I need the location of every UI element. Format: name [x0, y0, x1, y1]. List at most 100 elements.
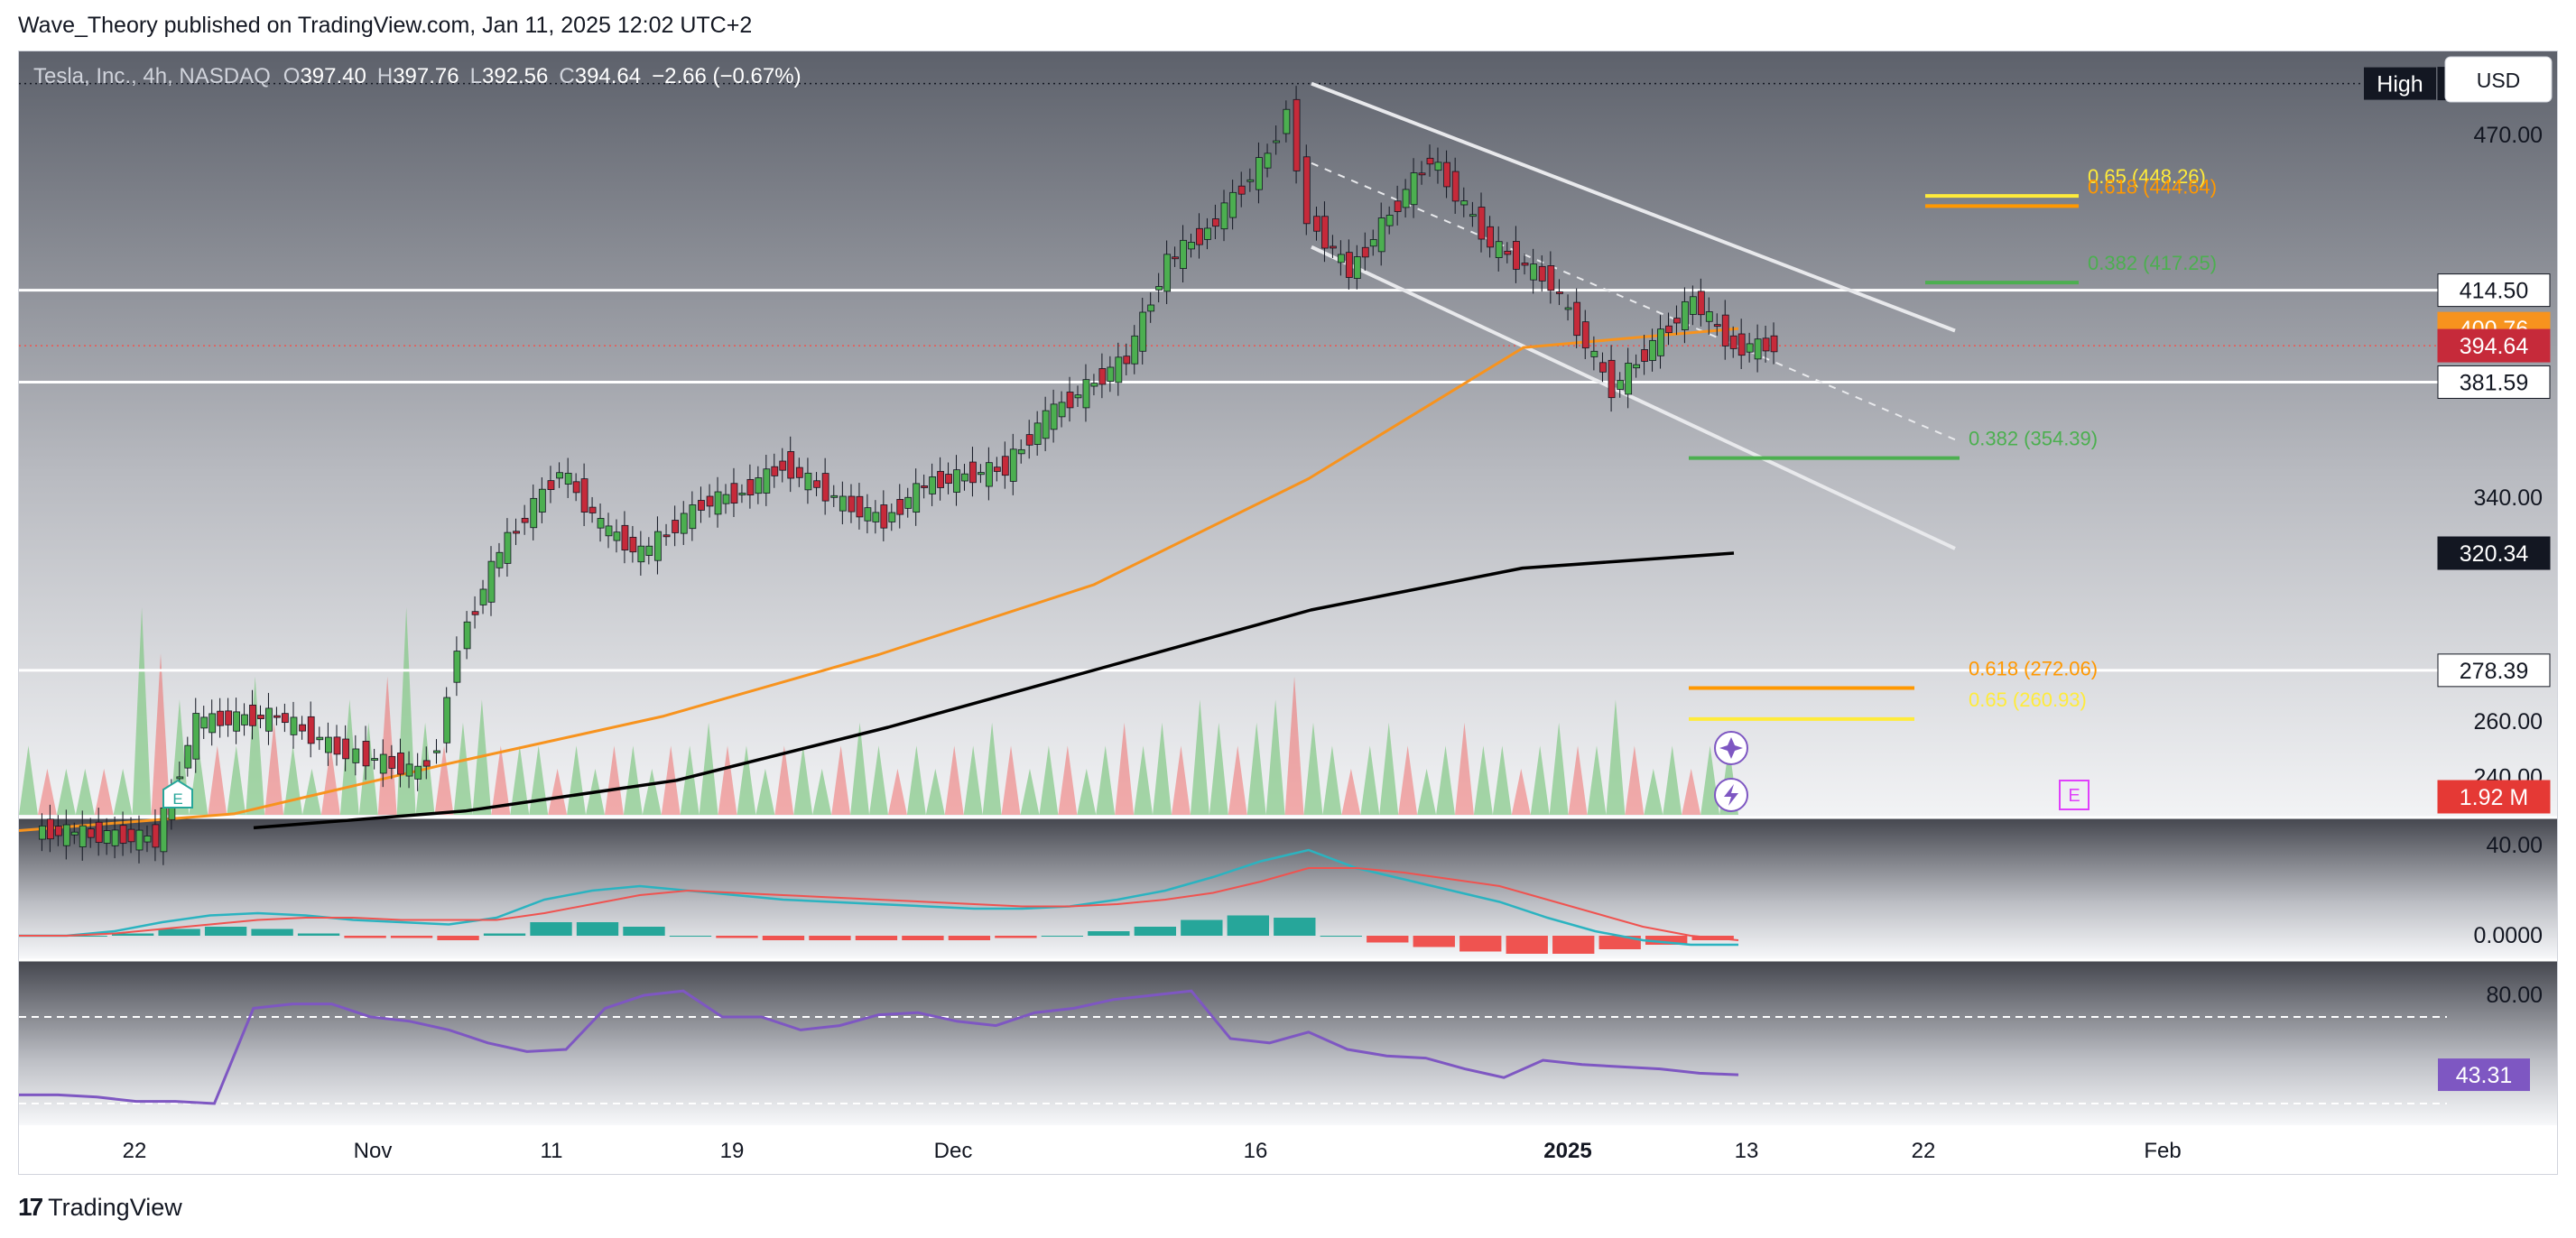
- symbol-info: Tesla, Inc., 4h, NASDAQ O397.40 H397.76 L39…: [33, 64, 802, 88]
- earnings-upcoming-icon[interactable]: E: [2059, 780, 2090, 810]
- candle: [152, 824, 160, 848]
- volume-bar: [1398, 745, 1418, 815]
- candle: [961, 473, 968, 482]
- volume-bar: [737, 745, 756, 815]
- candle: [1581, 321, 1589, 349]
- candle: [856, 495, 864, 518]
- volume-bar: [510, 745, 530, 815]
- volume-bar: [1587, 745, 1607, 815]
- candle: [1754, 338, 1762, 360]
- candle: [184, 744, 192, 769]
- volume-bar: [1530, 745, 1550, 815]
- candle: [580, 478, 588, 513]
- news-icon[interactable]: [1714, 731, 1748, 765]
- volume-bar: [831, 745, 851, 815]
- candle: [937, 470, 944, 488]
- candle: [217, 710, 225, 726]
- price-label-value: 278.39: [2460, 659, 2528, 684]
- candle: [307, 716, 315, 744]
- candle: [453, 651, 461, 683]
- chart-svg[interactable]: 0.65 (448.26)0.618 (444.64) 0.382 (417.25…: [18, 51, 2557, 1174]
- x-tick-label: 19: [720, 1139, 745, 1163]
- candle: [1504, 251, 1512, 255]
- candle: [1625, 363, 1633, 395]
- x-tick-label: Feb: [2144, 1139, 2181, 1163]
- volume-bar: [1096, 745, 1116, 815]
- candle: [1066, 392, 1074, 409]
- candle: [547, 480, 555, 491]
- candle: [1721, 314, 1729, 346]
- macd-histogram-bar: [65, 936, 107, 937]
- candle: [663, 534, 671, 538]
- candle: [945, 474, 952, 485]
- volume-bar: [1115, 722, 1135, 815]
- tradingview-logo[interactable]: 17 TradingView: [18, 1193, 182, 1222]
- candle: [1001, 456, 1009, 476]
- candle: [564, 473, 572, 485]
- macd-histogram-bar: [855, 936, 898, 940]
- candle: [921, 485, 929, 488]
- candle: [1657, 328, 1664, 356]
- volume-bar: [94, 768, 114, 815]
- volume-bar: [1511, 768, 1531, 815]
- volume-bar: [1492, 745, 1512, 815]
- candle: [208, 713, 217, 734]
- candle: [333, 736, 341, 755]
- volume-bar: [1663, 745, 1682, 815]
- candle: [597, 518, 605, 529]
- macd-histogram-bar: [948, 936, 991, 940]
- candle: [1713, 324, 1721, 328]
- candle: [621, 524, 629, 551]
- price-label-box: [2437, 328, 2551, 363]
- candle: [755, 477, 763, 494]
- candle: [1385, 215, 1394, 226]
- svg-text:E: E: [2068, 786, 2080, 806]
- fib-level-label: 0.618 (444.64): [2088, 175, 2217, 198]
- x-axis: 22 Nov 11 19 Dec 16 2025 13 22 Feb: [123, 1139, 2182, 1163]
- high-label-text: High: [2377, 72, 2423, 97]
- macd-histogram-bar: [902, 936, 944, 940]
- volume-bar: [1077, 768, 1097, 815]
- price-label-value: 394.64: [2460, 334, 2529, 359]
- candle: [70, 831, 79, 836]
- macd-histogram-bar: [809, 936, 851, 940]
- dividend-flash-icon[interactable]: [1714, 778, 1748, 812]
- volume-bar: [75, 768, 95, 815]
- candle: [1478, 207, 1486, 240]
- candle: [1172, 256, 1179, 260]
- candle: [241, 714, 248, 725]
- volume-bar: [699, 722, 718, 815]
- candle: [1460, 200, 1469, 206]
- chart-frame: 0.65 (448.26) 0.618 (444.64) 0.382 (417.25…: [18, 51, 2558, 1175]
- macd-histogram-bar: [111, 933, 154, 936]
- x-tick-label: Dec: [934, 1139, 973, 1163]
- macd-histogram-bar: [251, 928, 293, 936]
- volume-bar: [1265, 699, 1285, 815]
- candle: [1220, 202, 1228, 230]
- currency-button[interactable]: USD: [2444, 56, 2553, 103]
- tradingview-logo-icon: 17: [18, 1193, 43, 1221]
- rsi-value-label: 43.31: [2456, 1063, 2513, 1088]
- candle: [379, 753, 387, 774]
- candle: [645, 545, 653, 556]
- candle: [1115, 356, 1123, 383]
- candle: [1770, 335, 1778, 353]
- candle: [111, 829, 119, 846]
- candle: [848, 495, 856, 513]
- candle: [1361, 246, 1369, 258]
- candle: [1337, 254, 1345, 263]
- volume-bar: [1682, 768, 1701, 815]
- candle: [521, 517, 529, 523]
- volume-bar: [358, 722, 378, 815]
- candle: [1434, 162, 1442, 171]
- earnings-icon[interactable]: E: [162, 779, 193, 808]
- candle: [1345, 252, 1353, 278]
- candle: [771, 466, 779, 476]
- fib-level-label: 0.382 (417.25): [2088, 252, 2217, 274]
- candle: [1377, 217, 1385, 253]
- candle: [1418, 172, 1426, 176]
- macd-histogram-bar: [1645, 936, 1688, 945]
- x-tick-label: 16: [1244, 1139, 1268, 1163]
- macd-histogram-bar: [669, 936, 712, 937]
- macd-histogram-bar: [483, 933, 526, 936]
